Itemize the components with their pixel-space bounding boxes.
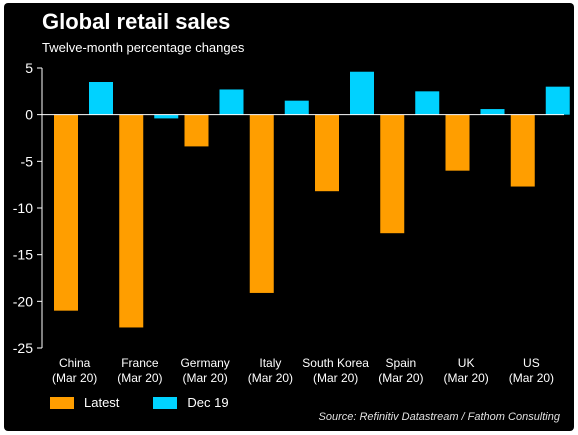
bar-dec-19 <box>154 114 179 119</box>
legend-item-latest: Latest <box>50 395 119 410</box>
chart-frame: Global retail sales Twelve-month percent… <box>4 3 574 431</box>
x-tick-label: China <box>59 356 91 370</box>
x-tick-sublabel: (Mar 20) <box>509 371 554 385</box>
legend-label-dec19: Dec 19 <box>187 395 229 410</box>
x-tick-sublabel: (Mar 20) <box>52 371 97 385</box>
bar-latest <box>315 114 339 192</box>
bar-dec-19 <box>350 71 374 115</box>
legend-label-latest: Latest <box>84 395 120 410</box>
y-tick-label: 0 <box>25 107 33 123</box>
x-tick-sublabel: (Mar 20) <box>443 371 488 385</box>
chart-title: Global retail sales <box>42 9 231 34</box>
x-tick-sublabel: (Mar 20) <box>248 371 293 385</box>
legend-item-dec19: Dec 19 <box>153 395 229 410</box>
bar-dec-19 <box>480 109 505 115</box>
x-tick-sublabel: (Mar 20) <box>313 371 358 385</box>
bar-dec-19 <box>415 91 440 115</box>
bar-latest <box>119 114 144 328</box>
y-tick-label: -5 <box>21 153 34 169</box>
x-tick-sublabel: (Mar 20) <box>182 371 227 385</box>
x-tick-label: France <box>121 356 159 370</box>
y-tick-label: -25 <box>13 340 33 356</box>
x-tick-label: Italy <box>259 356 281 370</box>
bar-latest <box>184 114 209 147</box>
x-tick-label: US <box>523 356 540 370</box>
y-tick-label: -20 <box>13 293 33 309</box>
bar-latest <box>54 114 78 311</box>
x-tick-label: Germany <box>180 356 229 370</box>
bar-dec-19 <box>219 89 244 115</box>
legend-swatch-dec19 <box>153 396 178 409</box>
x-tick-sublabel: (Mar 20) <box>117 371 162 385</box>
x-tick-label: UK <box>458 356 475 370</box>
bar-latest <box>249 114 274 293</box>
bar-latest <box>380 114 405 234</box>
bar-dec-19 <box>89 82 113 115</box>
legend: Latest Dec 19 <box>50 395 229 410</box>
chart-subtitle: Twelve-month percentage changes <box>42 40 245 55</box>
bar-dec-19 <box>545 86 570 115</box>
bar-latest <box>445 114 470 171</box>
source-note: Source: Refinitiv Datastream / Fathom Co… <box>318 411 561 423</box>
bar-latest <box>510 114 535 187</box>
x-tick-label: Spain <box>386 356 417 370</box>
bar-dec-19 <box>284 100 309 115</box>
y-tick-label: -10 <box>13 200 33 216</box>
x-tick-sublabel: (Mar 20) <box>378 371 423 385</box>
legend-swatch-latest <box>50 396 74 409</box>
x-tick-label: South Korea <box>302 356 369 370</box>
y-tick-label: -15 <box>13 247 33 263</box>
y-tick-label: 5 <box>25 60 33 76</box>
